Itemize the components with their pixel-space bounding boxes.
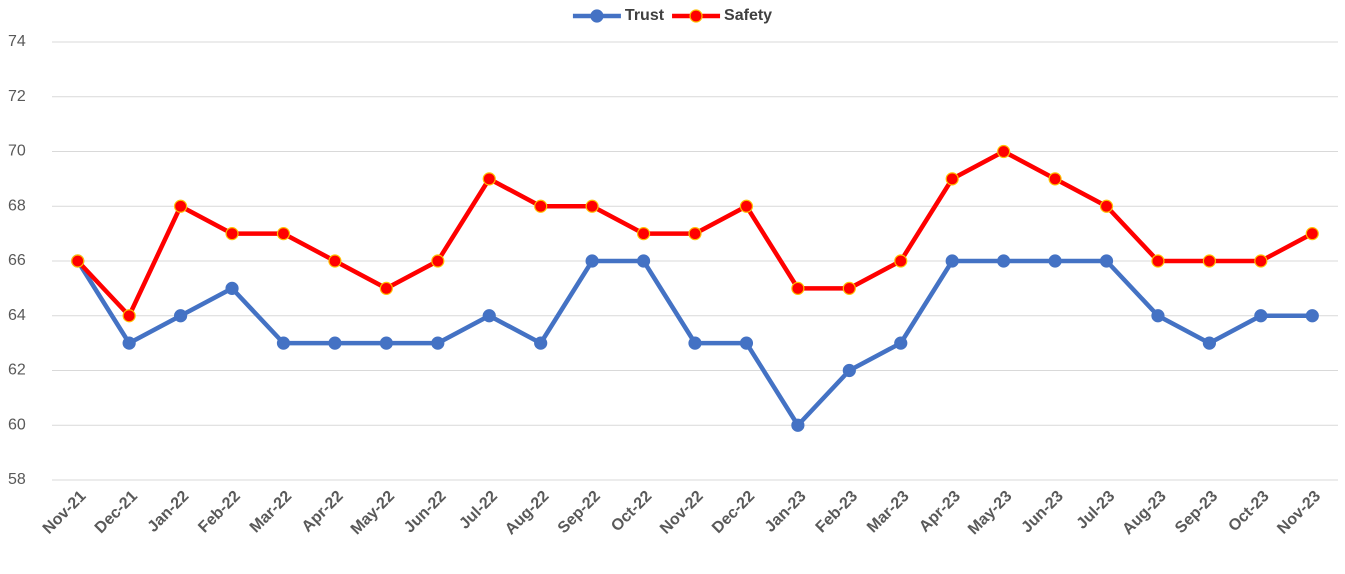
point: [688, 227, 702, 241]
point: [225, 227, 239, 241]
point: [1048, 172, 1062, 186]
x-tick-label: Jul-23: [1074, 488, 1119, 533]
x-tick-label: Sep-23: [1172, 488, 1221, 537]
x-tick-label: Jun-23: [1018, 488, 1067, 537]
point: [1254, 254, 1268, 268]
point: [1305, 227, 1319, 241]
legend-marker: [590, 9, 604, 23]
point: [997, 144, 1011, 159]
x-tick-label: Dec-21: [92, 488, 141, 537]
point: [894, 254, 908, 268]
point: [1202, 336, 1217, 350]
point: [791, 418, 805, 432]
point: [1202, 254, 1217, 268]
point: [945, 172, 959, 186]
point: [174, 199, 188, 213]
point: [688, 336, 702, 350]
point: [122, 309, 136, 323]
point: [379, 336, 393, 350]
legend-label: Safety: [724, 7, 772, 24]
point: [842, 281, 856, 295]
point: [328, 254, 342, 268]
point: [379, 281, 393, 295]
point: [1099, 254, 1114, 268]
point: [945, 254, 959, 268]
point: [276, 227, 291, 241]
y-tick-label: 70: [8, 143, 26, 160]
point: [791, 281, 805, 295]
point: [1305, 309, 1319, 323]
x-tick-label: Jul-22: [456, 488, 501, 533]
legend: Trust Safety: [572, 7, 772, 24]
point: [534, 336, 548, 350]
point: [328, 336, 342, 350]
point: [482, 309, 496, 323]
point: [276, 336, 291, 350]
y-tick-label: 64: [8, 307, 26, 324]
x-tick-label: Apr-22: [299, 488, 347, 536]
point: [122, 336, 136, 350]
y-tick-label: 62: [8, 362, 26, 379]
point: [636, 254, 651, 268]
point: [225, 281, 239, 295]
point: [739, 336, 754, 350]
point: [71, 254, 85, 268]
x-tick-label: Jan-22: [145, 488, 193, 536]
legend-marker: [689, 9, 703, 23]
x-tick-label: Feb-23: [813, 488, 862, 537]
point: [431, 336, 445, 350]
point: [585, 254, 599, 268]
point: [1151, 309, 1165, 323]
legend-label: Trust: [625, 7, 665, 24]
x-tick-label: Mar-22: [247, 488, 296, 537]
y-tick-label: 72: [8, 88, 26, 105]
x-tick-label: Feb-22: [195, 488, 244, 537]
y-tick-label: 66: [8, 252, 26, 269]
x-tick-label: Dec-22: [709, 488, 758, 537]
x-tick-label: Oct-22: [608, 488, 655, 535]
point: [534, 199, 548, 213]
point: [1048, 254, 1062, 268]
x-tick-label: Oct-23: [1225, 488, 1272, 535]
y-tick-label: 58: [8, 471, 26, 488]
y-tick-label: 74: [8, 33, 26, 50]
x-tick-label: Jan-23: [762, 488, 810, 536]
point: [842, 363, 856, 378]
point: [585, 199, 599, 213]
x-tick-label: Aug-23: [1119, 488, 1169, 538]
x-tick-label: Jun-22: [401, 488, 450, 537]
point: [431, 254, 445, 268]
point: [482, 172, 496, 186]
x-tick-label: Aug-22: [502, 488, 552, 538]
point: [739, 199, 754, 213]
point: [636, 227, 651, 241]
point: [174, 309, 188, 323]
x-tick-label: Nov-22: [657, 488, 707, 538]
point: [1151, 254, 1165, 268]
y-tick-label: 60: [8, 416, 26, 433]
x-tick-label: May-23: [965, 488, 1015, 538]
x-tick-label: Nov-23: [1274, 488, 1324, 538]
point: [1254, 309, 1268, 323]
y-tick-label: 68: [8, 197, 26, 214]
point: [997, 254, 1011, 268]
x-tick-label: Apr-23: [916, 488, 964, 536]
x-tick-label: Mar-23: [864, 488, 913, 537]
x-tick-label: Nov-21: [40, 488, 90, 538]
x-tick-label: May-22: [348, 488, 398, 538]
x-tick-label: Sep-22: [555, 488, 604, 537]
point: [894, 336, 908, 350]
point: [1099, 199, 1114, 213]
